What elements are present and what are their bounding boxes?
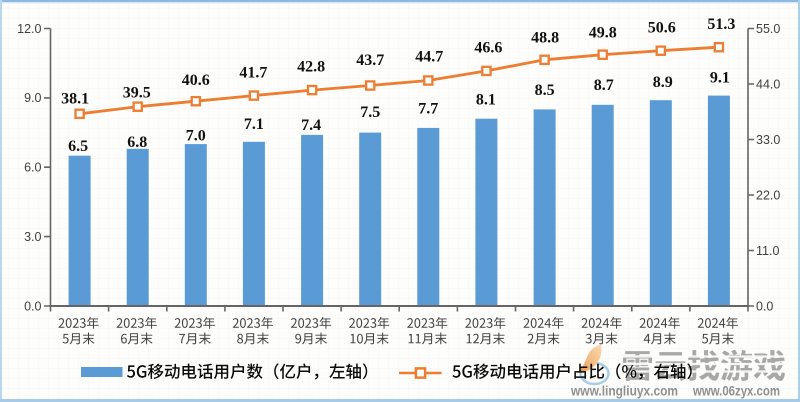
svg-text:46.6: 46.6	[474, 40, 502, 57]
svg-text:8.1: 8.1	[476, 92, 496, 109]
svg-text:42.8: 42.8	[297, 58, 325, 75]
svg-text:11.0: 11.0	[756, 244, 779, 258]
svg-text:51.3: 51.3	[707, 16, 735, 33]
svg-text:40.6: 40.6	[182, 72, 210, 89]
svg-text:38.1: 38.1	[61, 91, 89, 108]
svg-text:6.0: 6.0	[24, 161, 41, 175]
svg-text:43.7: 43.7	[356, 52, 384, 69]
svg-text:www.lingliuyx.com: www.lingliuyx.com	[570, 384, 678, 399]
svg-text:33.0: 33.0	[756, 133, 780, 147]
svg-text:44.0: 44.0	[756, 77, 780, 91]
svg-text:7.7: 7.7	[418, 101, 438, 118]
svg-text:9.0: 9.0	[24, 91, 41, 105]
svg-text:8.9: 8.9	[653, 74, 673, 91]
svg-text:3.0: 3.0	[24, 230, 41, 244]
svg-text:50.6: 50.6	[648, 20, 676, 37]
svg-text:7.4: 7.4	[301, 117, 321, 134]
svg-text:12.0: 12.0	[17, 22, 41, 36]
svg-text:6.8: 6.8	[127, 134, 147, 151]
svg-text:39.5: 39.5	[123, 85, 151, 102]
svg-text:55.0: 55.0	[756, 22, 780, 36]
svg-text:41.7: 41.7	[239, 64, 267, 81]
svg-text:48.8: 48.8	[531, 30, 559, 47]
svg-text:22.0: 22.0	[756, 188, 780, 202]
svg-text:7.1: 7.1	[244, 116, 264, 133]
svg-text:8.5: 8.5	[535, 82, 555, 99]
svg-text:www.06zyx.com: www.06zyx.com	[692, 384, 780, 399]
svg-text:9.1: 9.1	[710, 70, 730, 87]
svg-text:49.8: 49.8	[589, 25, 617, 42]
svg-text:8.7: 8.7	[594, 77, 614, 94]
svg-text:44.7: 44.7	[415, 48, 443, 65]
svg-text:7.5: 7.5	[360, 104, 380, 121]
svg-text:6.5: 6.5	[68, 138, 88, 155]
svg-text:0.0: 0.0	[756, 299, 773, 313]
svg-text:7.0: 7.0	[186, 128, 206, 145]
svg-text:0.0: 0.0	[24, 299, 41, 313]
